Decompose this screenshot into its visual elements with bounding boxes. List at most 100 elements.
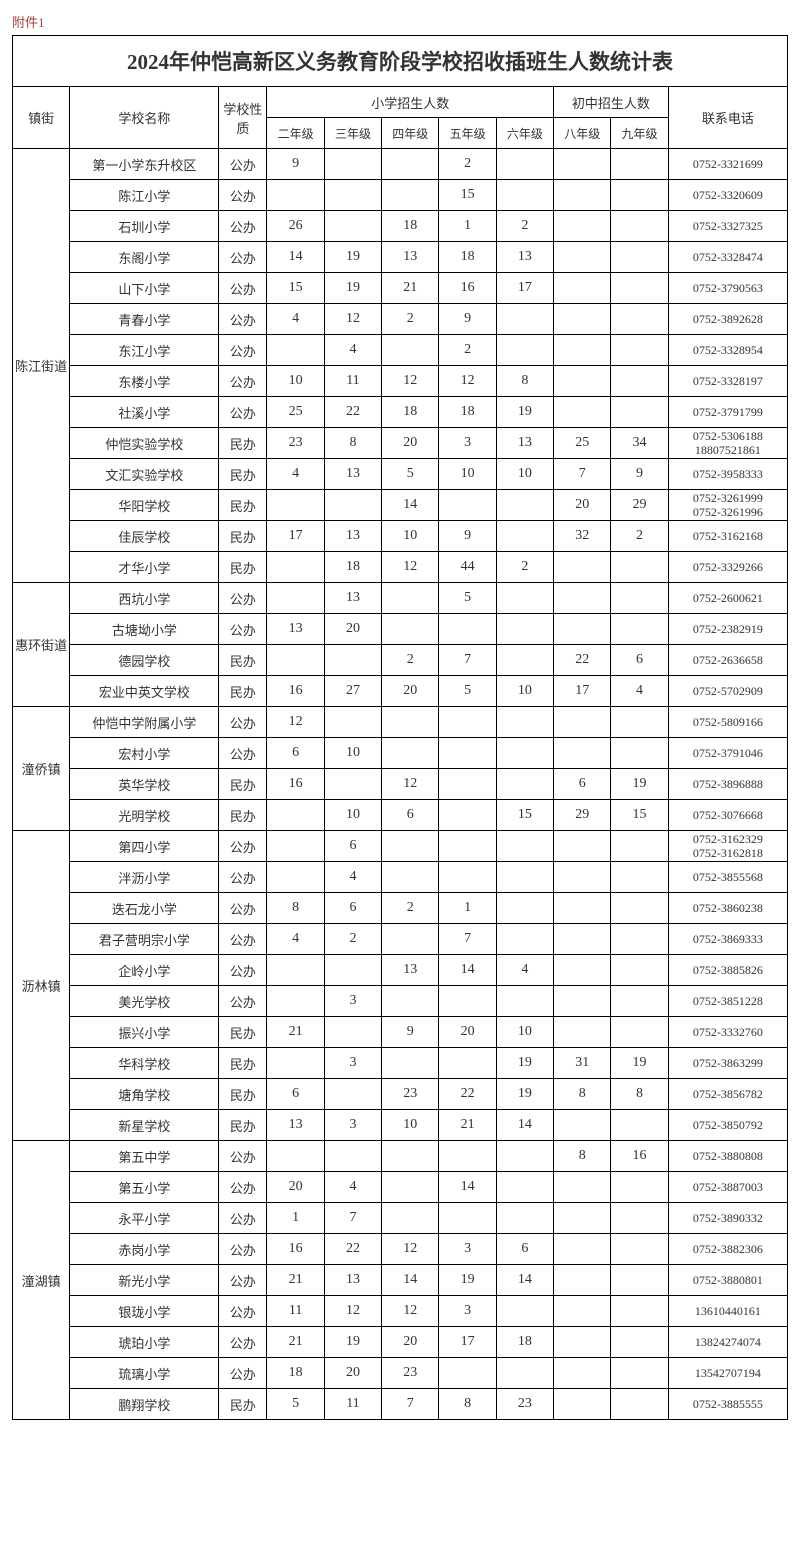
g8-cell (554, 614, 611, 645)
g2-cell: 16 (267, 676, 324, 707)
g5-cell: 8 (439, 1389, 496, 1420)
g6-cell (496, 335, 553, 366)
g8-cell (554, 1358, 611, 1389)
phone-cell: 0752-3855568 (668, 862, 787, 893)
school-cell: 琉璃小学 (70, 1358, 219, 1389)
type-cell: 民办 (219, 769, 267, 800)
g4-cell: 12 (382, 552, 439, 583)
g8-cell (554, 180, 611, 211)
g5-cell (439, 1048, 496, 1079)
col-g3: 三年级 (324, 118, 381, 149)
school-cell: 银珑小学 (70, 1296, 219, 1327)
school-cell: 永平小学 (70, 1203, 219, 1234)
g5-cell (439, 769, 496, 800)
g4-cell (382, 1203, 439, 1234)
table-body: 陈江街道第一小学东升校区公办920752-3321699陈江小学公办150752… (13, 149, 788, 1420)
type-cell: 公办 (219, 1327, 267, 1358)
g3-cell: 4 (324, 335, 381, 366)
type-cell: 民办 (219, 459, 267, 490)
g6-cell: 13 (496, 428, 553, 459)
table-row: 青春小学公办412290752-3892628 (13, 304, 788, 335)
phone-cell: 0752-3332760 (668, 1017, 787, 1048)
g8-cell: 6 (554, 769, 611, 800)
g8-cell (554, 335, 611, 366)
g8-cell (554, 304, 611, 335)
school-cell: 塘角学校 (70, 1079, 219, 1110)
g8-cell (554, 986, 611, 1017)
phone-cell: 0752-3791046 (668, 738, 787, 769)
g4-cell: 13 (382, 242, 439, 273)
g6-cell (496, 707, 553, 738)
school-cell: 第五小学 (70, 1172, 219, 1203)
g6-cell (496, 1296, 553, 1327)
phone-cell: 0752-3790563 (668, 273, 787, 304)
g5-cell: 15 (439, 180, 496, 211)
phone-cell: 0752-3162168 (668, 521, 787, 552)
g8-cell (554, 831, 611, 862)
school-cell: 石圳小学 (70, 211, 219, 242)
g6-cell: 10 (496, 459, 553, 490)
g9-cell (611, 862, 668, 893)
g8-cell (554, 1203, 611, 1234)
g5-cell: 12 (439, 366, 496, 397)
type-cell: 民办 (219, 800, 267, 831)
type-cell: 民办 (219, 428, 267, 459)
table-row: 永平小学公办170752-3890332 (13, 1203, 788, 1234)
table-row: 赤岗小学公办162212360752-3882306 (13, 1234, 788, 1265)
g9-cell (611, 366, 668, 397)
g5-cell (439, 1141, 496, 1172)
g4-cell (382, 924, 439, 955)
g5-cell: 14 (439, 955, 496, 986)
school-cell: 陈江小学 (70, 180, 219, 211)
phone-cell: 0752-3321699 (668, 149, 787, 180)
phone-cell: 13824274074 (668, 1327, 787, 1358)
g6-cell (496, 304, 553, 335)
g9-cell (611, 1389, 668, 1420)
table-row: 迭石龙小学公办86210752-3860238 (13, 893, 788, 924)
school-cell: 东江小学 (70, 335, 219, 366)
g4-cell (382, 862, 439, 893)
school-cell: 宏业中英文学校 (70, 676, 219, 707)
g2-cell (267, 1141, 324, 1172)
g6-cell: 17 (496, 273, 553, 304)
type-cell: 民办 (219, 1079, 267, 1110)
g2-cell: 21 (267, 1017, 324, 1048)
g3-cell (324, 769, 381, 800)
phone-cell: 0752-5809166 (668, 707, 787, 738)
g6-cell: 14 (496, 1110, 553, 1141)
school-cell: 宏村小学 (70, 738, 219, 769)
g8-cell: 8 (554, 1079, 611, 1110)
school-cell: 振兴小学 (70, 1017, 219, 1048)
g6-cell (496, 490, 553, 521)
g6-cell: 15 (496, 800, 553, 831)
school-cell: 第一小学东升校区 (70, 149, 219, 180)
school-cell: 古塘坳小学 (70, 614, 219, 645)
g9-cell (611, 1327, 668, 1358)
g4-cell: 20 (382, 1327, 439, 1358)
school-cell: 泮沥小学 (70, 862, 219, 893)
type-cell: 民办 (219, 490, 267, 521)
table-row: 美光学校公办30752-3851228 (13, 986, 788, 1017)
school-cell: 社溪小学 (70, 397, 219, 428)
table-row: 东阁小学公办14191318130752-3328474 (13, 242, 788, 273)
g4-cell: 7 (382, 1389, 439, 1420)
type-cell: 民办 (219, 1017, 267, 1048)
g5-cell: 7 (439, 924, 496, 955)
g4-cell: 18 (382, 397, 439, 428)
g2-cell: 4 (267, 459, 324, 490)
col-g5: 五年级 (439, 118, 496, 149)
g8-cell (554, 707, 611, 738)
g4-cell (382, 986, 439, 1017)
phone-cell: 0752-3328954 (668, 335, 787, 366)
g2-cell: 9 (267, 149, 324, 180)
g3-cell: 4 (324, 862, 381, 893)
school-cell: 新光小学 (70, 1265, 219, 1296)
col-g9: 九年级 (611, 118, 668, 149)
type-cell: 公办 (219, 1203, 267, 1234)
g2-cell (267, 552, 324, 583)
g9-cell (611, 552, 668, 583)
g8-cell (554, 1327, 611, 1358)
type-cell: 公办 (219, 1234, 267, 1265)
g5-cell: 22 (439, 1079, 496, 1110)
g8-cell (554, 893, 611, 924)
